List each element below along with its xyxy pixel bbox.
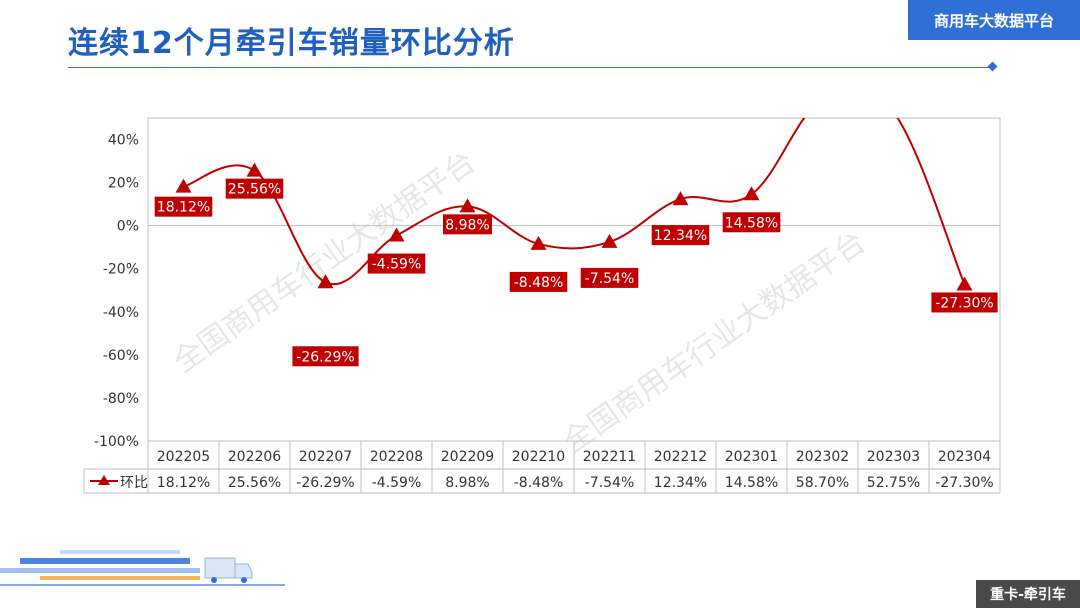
watermark-text: 全国商用车行业大数据平台 [167,145,482,380]
watermark-text: 全国商用车行业大数据平台 [557,225,872,460]
x-tick-label: 202303 [867,449,920,465]
y-tick-label: 40% [108,133,139,149]
x-tick-label: 202210 [512,449,565,465]
data-label-box [443,214,492,235]
data-label: 25.56% [228,182,281,198]
data-table: 202205 18.12% 202206 25.56% 202207 -26.29% 202… [83,440,1001,494]
table-cell-value: -8.48% [514,475,564,491]
data-label-box [367,253,426,274]
series-line [183,118,966,286]
data-label-box [154,196,213,217]
y-tick-label: 20% [108,176,139,192]
x-tick-label: 202208 [370,449,423,465]
table-cell-value: 18.12% [157,475,210,491]
x-tick-label: 202302 [796,449,849,465]
x-tick-label: 202304 [938,449,992,465]
plot-area: 18.12% 25.56% -26.29% -4.59% 8.98% -8.48% -7.5… [154,118,998,367]
x-tick-label: 202212 [654,449,707,465]
data-point-marker [175,178,192,193]
table-cell-value: 52.75% [867,475,920,491]
data-point-marker [530,235,547,250]
y-tick-label: -100% [94,434,139,450]
y-tick-label: -60% [103,348,139,364]
data-label: 14.58% [725,215,778,231]
data-point-marker [743,186,760,201]
data-label-box [580,267,639,288]
data-label: -7.54% [585,271,635,287]
series-line-group [183,118,966,286]
table-cell-value: -7.54% [585,475,635,491]
data-point-marker [388,227,405,242]
brand-badge: 商用车大数据平台 [908,0,1080,40]
data-point-marker [459,198,476,213]
data-label: 18.12% [157,200,210,216]
table-cell-value: 14.58% [725,475,778,491]
y-tick-label: -80% [103,391,139,407]
data-label: 8.98% [445,217,489,233]
x-tick-label: 202301 [725,449,778,465]
y-tick-label: -40% [103,305,139,321]
truck-decoration [0,550,285,586]
table-cell-value: 12.34% [654,475,707,491]
data-label: 12.34% [654,228,707,244]
data-label-box [722,212,781,233]
table-cell-value: -27.30% [935,475,993,491]
table-cell-value: 58.70% [796,475,849,491]
table-cell-value: 8.98% [445,475,489,491]
x-tick-label: 202209 [441,449,494,465]
title-underline [68,67,994,68]
footer-badge: 重卡-牵引车 [976,580,1080,608]
data-label-box [651,225,710,246]
data-point-marker [246,162,263,177]
data-label: -27.30% [935,295,993,311]
data-label-box [292,346,359,367]
page-title: 连续12个月牵引车销量环比分析 [68,26,515,61]
data-label: -8.48% [514,275,564,291]
data-label: -4.59% [372,257,422,273]
data-point-marker [601,233,618,248]
x-tick-label: 202211 [583,449,636,465]
x-tick-label: 202205 [157,449,210,465]
data-label: -26.29% [296,349,354,365]
legend-label: 环比 [120,475,148,491]
y-axis: 40% 20% 0% -20% -40% -60% -80% -100% [94,133,139,450]
data-label-box [225,178,284,199]
data-point-marker [672,191,689,206]
y-tick-label: 0% [117,219,139,235]
data-label-box [509,271,568,292]
data-point-marker [317,274,334,289]
x-tick-label: 202207 [299,449,352,465]
table-cell-value: -4.59% [372,475,422,491]
table-cell-value: 25.56% [228,475,281,491]
legend-marker [98,475,110,485]
data-point-marker [956,276,973,291]
x-tick-label: 202206 [228,449,282,465]
y-tick-label: -20% [103,262,139,278]
table-cell-value: -26.29% [296,475,354,491]
data-label-box [931,292,998,313]
